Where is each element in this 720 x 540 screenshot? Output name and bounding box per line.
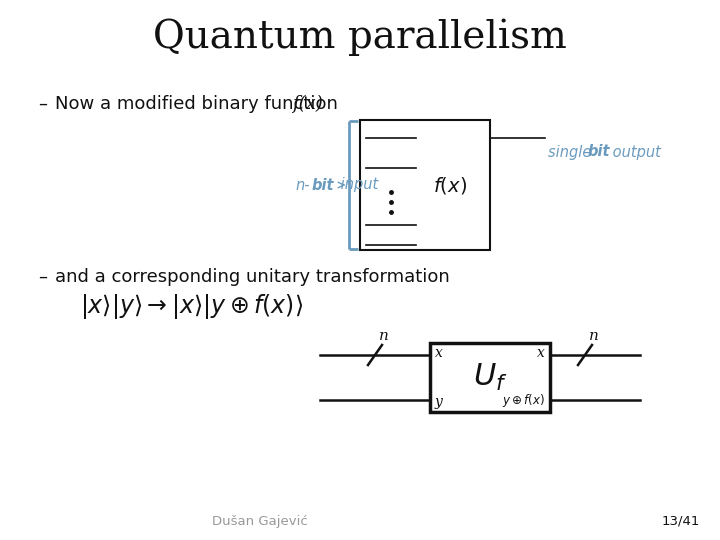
Text: f(x): f(x) [292, 95, 323, 113]
Text: x: x [435, 346, 443, 360]
Bar [360, 120, 490, 250]
Text: n-: n- [295, 178, 310, 192]
Text: $U_f$: $U_f$ [473, 362, 508, 393]
Text: n: n [379, 329, 389, 343]
Text: Quantum parallelism: Quantum parallelism [153, 18, 567, 56]
Text: –: – [38, 95, 47, 113]
Text: single: single [548, 145, 596, 159]
Text: $y \oplus f(x)$: $y \oplus f(x)$ [502, 392, 545, 409]
Text: input: input [336, 178, 378, 192]
Text: n: n [589, 329, 599, 343]
Text: bit: bit [312, 178, 335, 192]
Text: and a corresponding unitary transformation: and a corresponding unitary transformati… [55, 268, 450, 286]
Bar [430, 343, 550, 412]
Text: output: output [608, 145, 661, 159]
Text: Dušan Gajević: Dušan Gajević [212, 515, 308, 528]
Text: $f(x)$: $f(x)$ [433, 174, 467, 195]
Text: y: y [435, 395, 443, 409]
Text: Now a modified binary function: Now a modified binary function [55, 95, 343, 113]
Text: x: x [537, 346, 545, 360]
Text: 13/41: 13/41 [662, 515, 700, 528]
Text: $|x\rangle|y\rangle \rightarrow |x\rangle|y \oplus f(x)\rangle$: $|x\rangle|y\rangle \rightarrow |x\rangl… [80, 292, 303, 321]
Text: –: – [38, 268, 47, 286]
Text: bit: bit [588, 145, 611, 159]
